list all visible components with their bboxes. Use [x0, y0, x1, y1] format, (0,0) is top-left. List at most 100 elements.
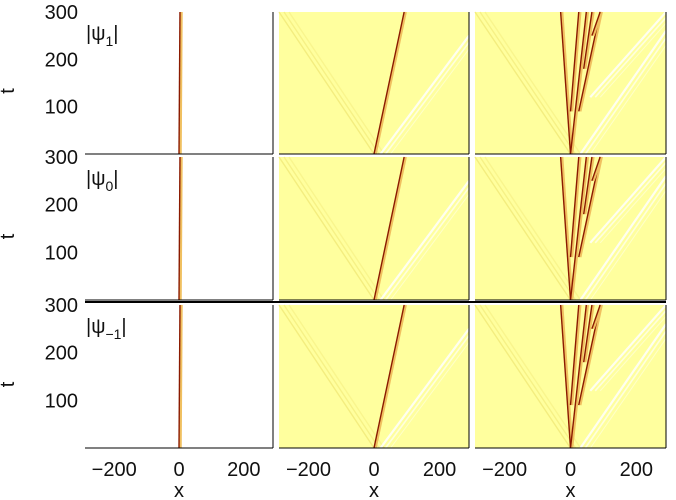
ripple-line	[288, 156, 385, 301]
soliton-track-halo	[579, 156, 603, 258]
soliton-track-halo	[374, 156, 407, 301]
soliton-track	[569, 156, 588, 301]
ripple-line	[390, 328, 480, 449]
panel-r1-c2	[474, 156, 676, 301]
row-label-base: |ψ	[86, 316, 105, 338]
soliton-track-halo	[179, 304, 183, 449]
row-label-base: |ψ	[86, 168, 105, 190]
ripple-line	[479, 11, 577, 155]
ripple-line	[484, 11, 582, 155]
soliton-track	[178, 11, 181, 155]
ripple-line	[584, 175, 672, 301]
row-label: |ψ1|	[86, 23, 118, 49]
x-tick-label: −200	[286, 459, 331, 481]
soliton-track	[559, 11, 572, 155]
x-axis-label: x	[369, 480, 379, 500]
soliton-track	[559, 156, 572, 301]
ripple-line	[474, 304, 572, 449]
ripple-line	[379, 328, 470, 449]
ripple-line	[278, 156, 375, 301]
panel-r2-c0	[85, 304, 274, 449]
x-tick-label: 200	[423, 459, 456, 481]
soliton-track	[569, 304, 588, 449]
ripple-line	[283, 11, 380, 155]
soliton-track-halo	[560, 304, 574, 449]
row-label: |ψ0|	[86, 168, 118, 194]
row-label-close: |	[113, 23, 118, 45]
soliton-track-halo	[179, 156, 183, 301]
row-label-sub: 0	[105, 178, 113, 194]
y-tick-label: 200	[45, 49, 78, 71]
ripple-line	[484, 156, 582, 301]
soliton-track	[569, 304, 580, 406]
soliton-track-halo	[570, 156, 590, 301]
panel-r1-c1	[278, 156, 480, 301]
x-axis-label: x	[174, 480, 184, 500]
soliton-track	[373, 11, 405, 155]
row-label: |ψ−1|	[86, 316, 127, 342]
x-axis-label: x	[566, 480, 576, 500]
ripple-line	[584, 30, 672, 155]
ripple-line	[384, 180, 475, 301]
soliton-track	[582, 11, 593, 69]
row-label-sub: 1	[105, 33, 113, 49]
panel-r2-c1	[278, 304, 480, 449]
soliton-track-halo	[579, 11, 603, 112]
panel-background	[279, 305, 469, 448]
ripple-line	[384, 328, 475, 449]
soliton-track	[178, 156, 181, 301]
soliton-track	[569, 11, 580, 112]
ripple-line	[379, 180, 470, 301]
ripple-line	[384, 35, 475, 155]
ripple-line	[594, 304, 672, 392]
ripple-line	[288, 304, 385, 449]
ripple-line	[283, 304, 380, 449]
ripple-line	[599, 304, 676, 392]
soliton-track-halo	[579, 304, 603, 406]
soliton-track-halo	[179, 11, 183, 155]
y-tick-label: 200	[45, 195, 78, 217]
ripple-line	[589, 323, 676, 449]
soliton-track-halo	[570, 304, 590, 449]
soliton-track-halo	[592, 156, 603, 182]
ripple-line	[579, 30, 667, 155]
soliton-track-halo	[570, 11, 582, 112]
ripple-line	[474, 156, 572, 301]
ripple-line	[278, 11, 375, 155]
y-tick-label: 300	[45, 2, 78, 24]
soliton-track	[373, 156, 405, 301]
y-tick-label: 100	[45, 242, 78, 264]
soliton-track-halo	[583, 304, 595, 363]
ripple-line	[594, 11, 672, 98]
y-tick-label: 300	[45, 295, 78, 317]
ripple-line	[278, 304, 375, 449]
ripple-line	[484, 304, 582, 449]
x-tick-label: 0	[565, 459, 576, 481]
soliton-track	[582, 304, 593, 363]
soliton-track	[569, 11, 588, 155]
ripple-line	[283, 156, 380, 301]
soliton-track	[373, 304, 405, 449]
soliton-track-halo	[374, 304, 407, 449]
ripple-line	[579, 175, 667, 301]
soliton-track-halo	[570, 11, 590, 155]
y-tick-label: 200	[45, 343, 78, 365]
soliton-track	[591, 11, 601, 36]
soliton-track-halo	[583, 156, 595, 215]
soliton-track	[178, 304, 181, 449]
ripple-line	[589, 30, 676, 155]
panel-background	[279, 157, 469, 300]
soliton-track	[569, 156, 580, 258]
soliton-track	[582, 156, 593, 215]
soliton-track-halo	[592, 304, 603, 330]
soliton-track-halo	[374, 11, 407, 155]
ripple-line	[379, 35, 470, 155]
panel-r1-c0	[85, 156, 274, 301]
ripple-line	[589, 175, 676, 301]
soliton-track-halo	[570, 156, 582, 258]
x-tick-label: 0	[368, 459, 379, 481]
ripple-line	[589, 304, 667, 392]
y-axis-label: t	[0, 381, 19, 387]
y-axis-label: t	[0, 233, 19, 239]
